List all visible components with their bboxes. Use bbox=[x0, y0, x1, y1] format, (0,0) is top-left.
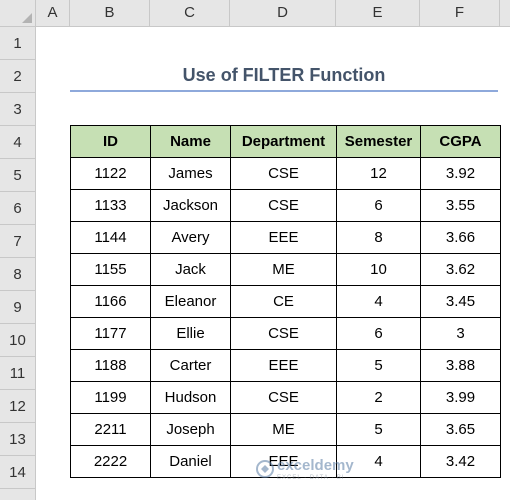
table-row: 1188 Carter EEE 5 3.88 bbox=[70, 349, 501, 382]
cell-cgpa[interactable]: 3.62 bbox=[420, 253, 501, 286]
row-header-7[interactable]: 7 bbox=[0, 225, 35, 258]
row-header-9[interactable]: 9 bbox=[0, 291, 35, 324]
row-header-4[interactable]: 4 bbox=[0, 126, 35, 159]
cell-cgpa[interactable]: 3.42 bbox=[420, 445, 501, 478]
header-cgpa[interactable]: CGPA bbox=[420, 125, 501, 158]
header-semester[interactable]: Semester bbox=[336, 125, 421, 158]
table-row: 2211 Joseph ME 5 3.65 bbox=[70, 413, 501, 446]
cell-department[interactable]: CE bbox=[230, 285, 337, 318]
cell-name[interactable]: Joseph bbox=[150, 413, 231, 446]
cell-department[interactable]: EEE bbox=[230, 221, 337, 254]
table-row: 1155 Jack ME 10 3.62 bbox=[70, 253, 501, 286]
row-header-11[interactable]: 11 bbox=[0, 357, 35, 390]
row-header-5[interactable]: 5 bbox=[0, 159, 35, 192]
cell-id[interactable]: 1133 bbox=[70, 189, 151, 222]
cell-department[interactable]: CSE bbox=[230, 157, 337, 190]
column-headers: A B C D E F bbox=[36, 0, 510, 27]
cell-id[interactable]: 1155 bbox=[70, 253, 151, 286]
row-header-10[interactable]: 10 bbox=[0, 324, 35, 357]
table-row: 2222 Daniel EEE 4 3.42 bbox=[70, 445, 501, 478]
cell-department[interactable]: ME bbox=[230, 413, 337, 446]
cell-cgpa[interactable]: 3.66 bbox=[420, 221, 501, 254]
cell-semester[interactable]: 6 bbox=[336, 317, 421, 350]
cell-name[interactable]: Eleanor bbox=[150, 285, 231, 318]
cell-department[interactable]: EEE bbox=[230, 349, 337, 382]
cell-semester[interactable]: 6 bbox=[336, 189, 421, 222]
cell-cgpa[interactable]: 3.65 bbox=[420, 413, 501, 446]
cell-id[interactable]: 1199 bbox=[70, 381, 151, 414]
row-header-8[interactable]: 8 bbox=[0, 258, 35, 291]
cell-department[interactable]: EEE bbox=[230, 445, 337, 478]
row-headers: 1 2 3 4 5 6 7 8 9 10 11 12 13 14 bbox=[0, 27, 36, 500]
column-header-b[interactable]: B bbox=[70, 0, 150, 26]
cell-semester[interactable]: 5 bbox=[336, 413, 421, 446]
student-table: ID Name Department Semester CGPA 1122 Ja… bbox=[70, 125, 501, 478]
cell-semester[interactable]: 5 bbox=[336, 349, 421, 382]
cell-department[interactable]: CSE bbox=[230, 317, 337, 350]
cell-name[interactable]: Avery bbox=[150, 221, 231, 254]
cell-semester[interactable]: 12 bbox=[336, 157, 421, 190]
cell-id[interactable]: 1122 bbox=[70, 157, 151, 190]
row-header-3[interactable]: 3 bbox=[0, 93, 35, 126]
table-row: 1144 Avery EEE 8 3.66 bbox=[70, 221, 501, 254]
row-header-1[interactable]: 1 bbox=[0, 27, 35, 60]
cell-department[interactable]: CSE bbox=[230, 189, 337, 222]
table-row: 1166 Eleanor CE 4 3.45 bbox=[70, 285, 501, 318]
cell-semester[interactable]: 8 bbox=[336, 221, 421, 254]
sheet-title[interactable]: Use of FILTER Function bbox=[182, 65, 386, 85]
header-department[interactable]: Department bbox=[230, 125, 337, 158]
column-header-c[interactable]: C bbox=[150, 0, 230, 26]
cell-name[interactable]: Jackson bbox=[150, 189, 231, 222]
cell-id[interactable]: 1177 bbox=[70, 317, 151, 350]
title-underline bbox=[70, 90, 498, 92]
table-row: 1177 Ellie CSE 6 3 bbox=[70, 317, 501, 350]
table-header-row: ID Name Department Semester CGPA bbox=[70, 125, 501, 158]
cell-name[interactable]: Daniel bbox=[150, 445, 231, 478]
cell-id[interactable]: 1188 bbox=[70, 349, 151, 382]
select-all-corner[interactable] bbox=[0, 0, 36, 27]
header-id[interactable]: ID bbox=[70, 125, 151, 158]
cell-name[interactable]: Jack bbox=[150, 253, 231, 286]
cell-cgpa[interactable]: 3.88 bbox=[420, 349, 501, 382]
cell-cgpa[interactable]: 3.45 bbox=[420, 285, 501, 318]
cell-name[interactable]: Carter bbox=[150, 349, 231, 382]
row-header-14[interactable]: 14 bbox=[0, 456, 35, 489]
cell-id[interactable]: 2222 bbox=[70, 445, 151, 478]
cell-id[interactable]: 2211 bbox=[70, 413, 151, 446]
cell-name[interactable]: Hudson bbox=[150, 381, 231, 414]
cell-department[interactable]: CSE bbox=[230, 381, 337, 414]
cell-id[interactable]: 1144 bbox=[70, 221, 151, 254]
column-header-a[interactable]: A bbox=[36, 0, 70, 26]
row-header-12[interactable]: 12 bbox=[0, 390, 35, 423]
row-header-2[interactable]: 2 bbox=[0, 60, 35, 93]
table-row: 1122 James CSE 12 3.92 bbox=[70, 157, 501, 190]
row-header-6[interactable]: 6 bbox=[0, 192, 35, 225]
cell-semester[interactable]: 2 bbox=[336, 381, 421, 414]
column-header-f[interactable]: F bbox=[420, 0, 500, 26]
cell-semester[interactable]: 4 bbox=[336, 285, 421, 318]
table-row: 1133 Jackson CSE 6 3.55 bbox=[70, 189, 501, 222]
cell-cgpa[interactable]: 3.55 bbox=[420, 189, 501, 222]
cell-cgpa[interactable]: 3 bbox=[420, 317, 501, 350]
row-header-13[interactable]: 13 bbox=[0, 423, 35, 456]
cell-cgpa[interactable]: 3.92 bbox=[420, 157, 501, 190]
cell-department[interactable]: ME bbox=[230, 253, 337, 286]
cell-name[interactable]: James bbox=[150, 157, 231, 190]
column-header-d[interactable]: D bbox=[230, 0, 336, 26]
table-row: 1199 Hudson CSE 2 3.99 bbox=[70, 381, 501, 414]
header-name[interactable]: Name bbox=[150, 125, 231, 158]
cell-name[interactable]: Ellie bbox=[150, 317, 231, 350]
cell-cgpa[interactable]: 3.99 bbox=[420, 381, 501, 414]
column-header-e[interactable]: E bbox=[336, 0, 420, 26]
cell-id[interactable]: 1166 bbox=[70, 285, 151, 318]
cell-semester[interactable]: 4 bbox=[336, 445, 421, 478]
cell-semester[interactable]: 10 bbox=[336, 253, 421, 286]
